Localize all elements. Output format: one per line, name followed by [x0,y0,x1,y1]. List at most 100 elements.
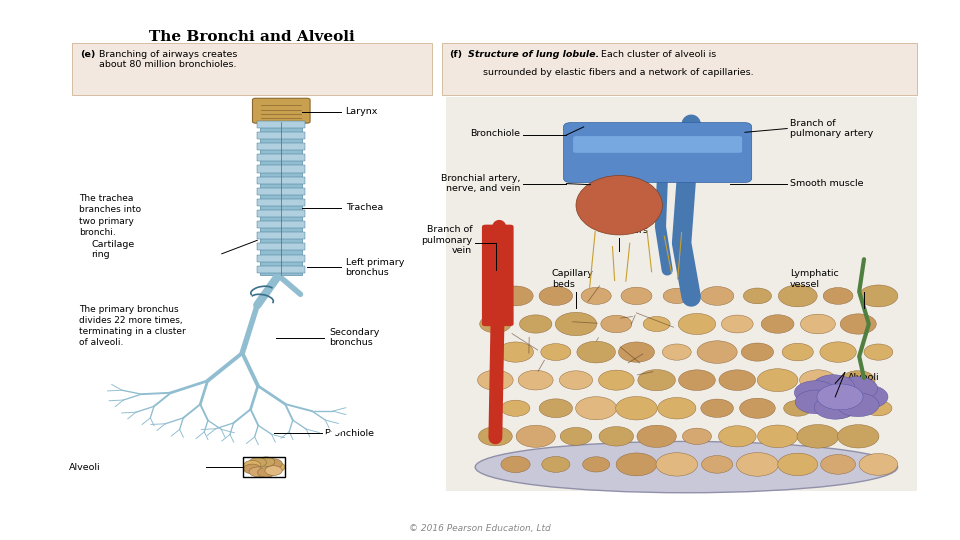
Bar [257,244,305,251]
Bar [257,254,305,261]
Circle shape [702,456,732,473]
Text: Cartilage
ring: Cartilage ring [91,240,134,259]
Bar [257,266,305,273]
Text: Bronchial artery,
nerve, and vein: Bronchial artery, nerve, and vein [441,174,520,193]
Circle shape [778,453,818,476]
Circle shape [516,426,555,447]
Text: The Bronchi and Alveoli: The Bronchi and Alveoli [149,30,354,44]
Circle shape [480,315,511,333]
Circle shape [701,399,733,417]
FancyBboxPatch shape [564,123,752,183]
FancyBboxPatch shape [442,43,917,94]
Circle shape [615,396,658,420]
Circle shape [797,424,839,448]
Circle shape [250,467,266,477]
Circle shape [801,314,835,334]
FancyBboxPatch shape [482,225,514,326]
Bar [257,143,305,150]
Circle shape [477,370,514,390]
Circle shape [837,424,879,448]
Bar [257,177,305,184]
Bar [257,121,305,128]
Circle shape [701,287,733,305]
Circle shape [697,341,737,363]
Circle shape [577,341,615,363]
Text: surrounded by elastic fibers and a network of capillaries.: surrounded by elastic fibers and a netwo… [468,68,755,77]
Text: (e): (e) [80,50,95,59]
Circle shape [817,384,863,410]
Circle shape [814,395,856,419]
Circle shape [743,288,772,304]
Ellipse shape [475,442,898,492]
Circle shape [636,425,677,448]
Circle shape [840,314,876,334]
Circle shape [268,462,285,472]
Circle shape [757,369,798,392]
Circle shape [779,285,817,307]
Bar [257,210,305,217]
Circle shape [601,315,632,333]
Circle shape [683,428,711,444]
Circle shape [540,287,572,305]
Text: © 2016 Pearson Education, Ltd: © 2016 Pearson Education, Ltd [409,524,551,532]
Circle shape [576,397,616,420]
Circle shape [541,456,570,472]
Bar [257,221,305,228]
Circle shape [643,316,670,332]
Text: Secondary
bronchus: Secondary bronchus [329,328,379,347]
Circle shape [837,393,879,417]
Ellipse shape [576,176,662,235]
Circle shape [497,342,534,362]
FancyBboxPatch shape [573,136,742,153]
Circle shape [250,457,266,467]
Circle shape [783,400,812,416]
Circle shape [823,287,853,305]
Circle shape [518,370,553,390]
Text: Branching of airways creates
about 80 million bronchioles.: Branching of airways creates about 80 mi… [99,50,237,69]
FancyArrowPatch shape [290,418,440,468]
Circle shape [244,461,261,470]
Circle shape [598,370,635,390]
Circle shape [265,465,282,475]
Bar [260,122,302,275]
Text: Structure of lung lobule.: Structure of lung lobule. [468,50,600,59]
Circle shape [498,286,533,306]
Text: Alveoli: Alveoli [848,374,879,382]
Circle shape [621,287,652,305]
Text: Branch of
pulmonary artery: Branch of pulmonary artery [790,119,874,138]
Text: Bronchiole: Bronchiole [324,429,374,437]
Text: Left primary
bronchus: Left primary bronchus [346,258,404,277]
Circle shape [741,343,774,361]
Circle shape [718,426,756,447]
Bar [257,188,305,195]
Circle shape [800,370,836,390]
Circle shape [821,455,855,474]
Circle shape [583,457,610,472]
Circle shape [864,344,893,360]
Circle shape [835,377,877,401]
Text: The trachea
branches into
two primary
bronchi.: The trachea branches into two primary br… [79,194,141,237]
Circle shape [501,456,530,472]
Text: Lymphatic
vessel: Lymphatic vessel [790,269,839,289]
Circle shape [501,400,530,416]
Circle shape [581,287,612,305]
Text: (f): (f) [449,50,463,59]
Circle shape [820,342,856,362]
Circle shape [782,343,813,361]
Circle shape [679,370,715,390]
Circle shape [812,375,854,399]
Text: Alveoli: Alveoli [69,463,101,471]
Circle shape [736,453,779,476]
Bar [257,154,305,161]
Circle shape [739,398,776,419]
Circle shape [560,371,592,389]
Circle shape [618,342,655,362]
Circle shape [540,343,571,361]
Bar [446,97,917,491]
Text: Larynx: Larynx [346,107,378,116]
Circle shape [555,312,597,336]
Circle shape [616,453,657,476]
Text: Elastic
fibers: Elastic fibers [622,215,653,235]
Circle shape [658,397,696,419]
Bar [243,457,285,477]
